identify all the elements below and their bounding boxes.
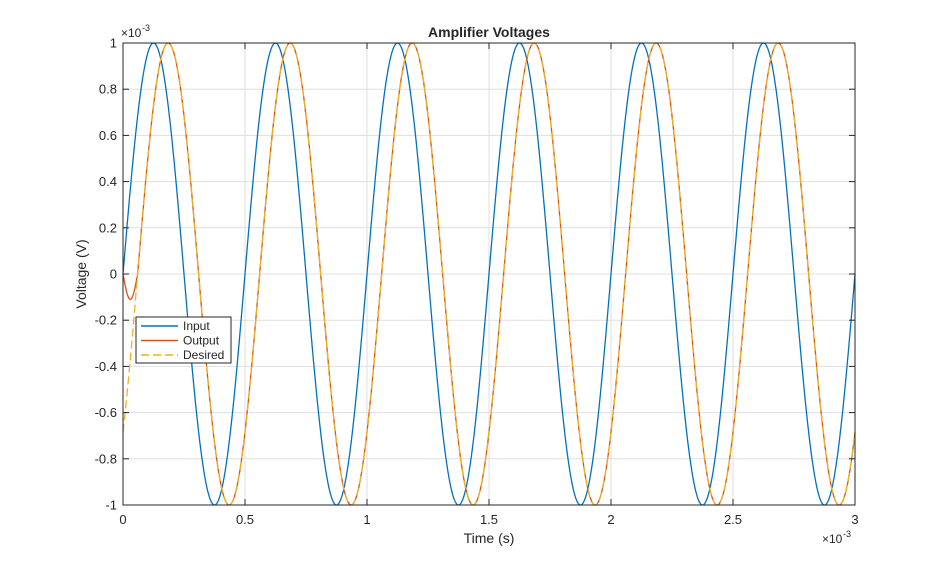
series-line-desired xyxy=(122,42,856,506)
y-tick-label: 0.2 xyxy=(99,220,117,235)
x-tick-label: 0.5 xyxy=(236,512,254,527)
y-multiplier-base: ×10 xyxy=(121,26,142,40)
y-tick-label: -0.8 xyxy=(95,451,117,466)
x-tick-label: 1 xyxy=(363,512,370,527)
y-multiplier-exponent: -3 xyxy=(142,23,150,33)
x-tick-label: 0 xyxy=(119,512,126,527)
series-lines xyxy=(122,42,856,506)
legend-label-desired: Desired xyxy=(183,348,224,362)
x-tick-label: 3 xyxy=(851,512,858,527)
x-tick-label: 2.5 xyxy=(724,512,742,527)
x-tick-label: 2 xyxy=(607,512,614,527)
x-axis-label: Time (s) xyxy=(464,530,515,546)
legend-label-input: Input xyxy=(183,319,210,333)
y-tick-label: 0.6 xyxy=(99,128,117,143)
ticks: 0 0.5 1 1.5 2 2.5 3 -1 -0.8 -0.6 -0.4 -0.2 0 0.2 0.4 0.… xyxy=(95,36,859,528)
x-tick-label: 1.5 xyxy=(480,512,498,527)
y-tick-label: 1 xyxy=(110,36,117,51)
chart-title: Amplifier Voltages xyxy=(428,24,550,40)
series-line-input xyxy=(122,42,856,506)
y-tick-label: 0 xyxy=(110,267,117,282)
y-tick-label: 0.4 xyxy=(99,174,117,189)
y-tick-label: 0.8 xyxy=(99,82,117,97)
x-axis-multiplier: ×10 -3 xyxy=(822,529,851,546)
y-tick-label: -0.6 xyxy=(95,405,117,420)
y-tick-label: -1 xyxy=(105,498,117,513)
x-multiplier-base: ×10 xyxy=(822,532,843,546)
x-multiplier-exponent: -3 xyxy=(843,529,851,539)
y-axis-label: Voltage (V) xyxy=(73,239,89,308)
y-tick-label: -0.2 xyxy=(95,313,117,328)
y-tick-label: -0.4 xyxy=(95,359,117,374)
legend-label-output: Output xyxy=(183,334,220,348)
y-axis-multiplier: ×10 -3 xyxy=(121,23,150,40)
